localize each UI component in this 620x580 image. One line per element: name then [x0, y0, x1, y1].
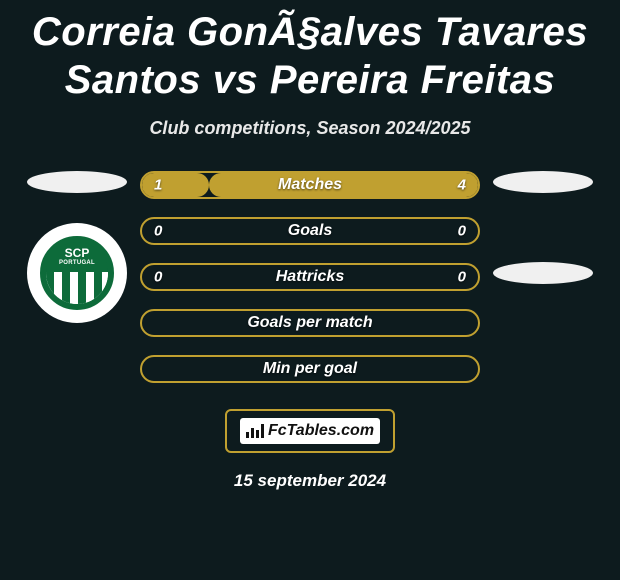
chart-icon — [246, 424, 264, 438]
stat-row: Min per goal — [140, 355, 480, 383]
stat-label: Matches — [278, 176, 342, 194]
brand-text: FcTables.com — [268, 422, 374, 440]
left-crest: SCP PORTUGAL — [27, 223, 127, 323]
left-player-badge — [27, 171, 127, 193]
right-secondary-badge — [493, 262, 593, 284]
stat-row: 0 0 Hattricks — [140, 263, 480, 291]
bar-fill-right — [209, 173, 478, 197]
right-player-badge — [493, 171, 593, 193]
stat-value-left: 1 — [154, 177, 162, 194]
stat-label: Goals — [288, 222, 332, 240]
right-crest-wrap — [493, 223, 593, 323]
crest-icon: SCP PORTUGAL — [40, 236, 114, 310]
stat-value-left: 0 — [154, 269, 162, 286]
date-label: 15 september 2024 — [234, 471, 386, 491]
right-player-column — [488, 171, 598, 383]
page-title: Correia GonÃ§alves Tavares Santos vs Per… — [0, 8, 620, 104]
stat-bars: 1 4 Matches 0 0 Goals 0 0 Hattricks Goals per mat… — [140, 171, 480, 383]
stat-value-left: 0 — [154, 223, 162, 240]
stat-label: Min per goal — [263, 360, 357, 378]
stat-label: Hattricks — [276, 268, 344, 286]
stat-label: Goals per match — [247, 314, 372, 332]
crest-sub: PORTUGAL — [46, 260, 108, 266]
stat-value-right: 0 — [458, 223, 466, 240]
brand-box: FcTables.com — [225, 409, 395, 453]
crest-label: SCP — [46, 246, 108, 260]
stats-area: SCP PORTUGAL 1 4 Matches 0 0 Goals 0 0 Hattricks… — [0, 171, 620, 383]
left-crest-wrap: SCP PORTUGAL — [27, 223, 127, 323]
stat-row: Goals per match — [140, 309, 480, 337]
bar-fill-left — [142, 173, 209, 197]
stat-row: 1 4 Matches — [140, 171, 480, 199]
subtitle: Club competitions, Season 2024/2025 — [149, 118, 470, 139]
stat-row: 0 0 Goals — [140, 217, 480, 245]
stat-value-right: 4 — [458, 177, 466, 194]
comparison-card: Correia GonÃ§alves Tavares Santos vs Per… — [0, 0, 620, 491]
crest-stripes-icon — [46, 272, 108, 304]
left-player-column: SCP PORTUGAL — [22, 171, 132, 383]
stat-value-right: 0 — [458, 269, 466, 286]
brand-logo: FcTables.com — [240, 418, 380, 444]
